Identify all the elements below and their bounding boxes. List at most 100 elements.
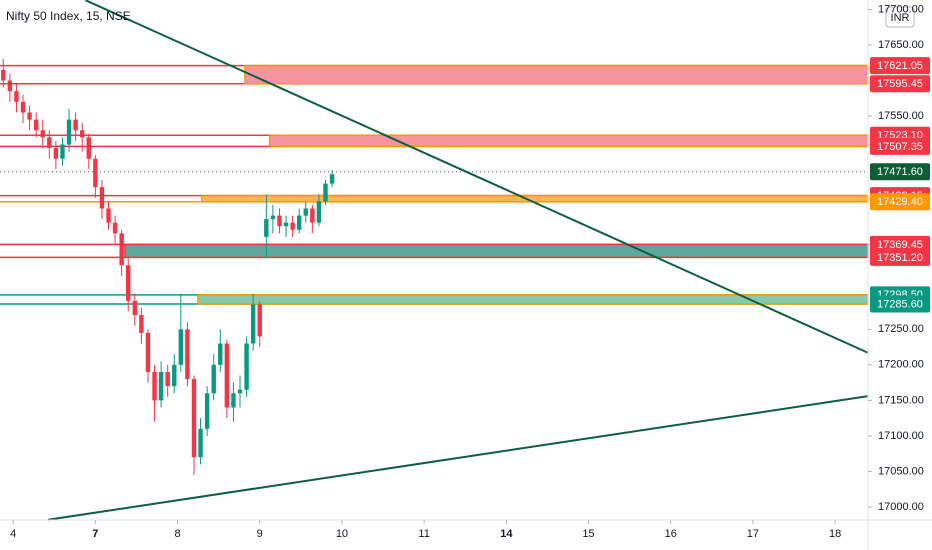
candle-body	[191, 379, 197, 458]
candle-body	[178, 329, 184, 365]
candle-body	[218, 343, 223, 365]
candle-body	[53, 148, 59, 159]
candle-body	[172, 364, 177, 387]
trendline	[47, 395, 869, 521]
x-tick-label: 16	[665, 528, 677, 540]
candle-body	[60, 144, 65, 159]
candle-body	[86, 137, 91, 159]
zone	[268, 134, 869, 148]
price-tag-label: 17429.40	[877, 196, 923, 208]
x-tick-label: 18	[829, 528, 841, 540]
price-tag	[870, 295, 930, 313]
candle-body	[224, 343, 230, 408]
x-tick-label: 10	[336, 528, 348, 540]
price-tag	[870, 137, 930, 155]
price-tag-label: 17507.35	[877, 141, 923, 153]
candle-body	[152, 371, 157, 401]
price-tag	[870, 235, 930, 253]
chart-title: Nifty 50 Index, 15, NSE	[6, 9, 131, 23]
candle-body	[323, 183, 328, 202]
y-tick-label: 17550.00	[878, 110, 924, 122]
candle-body	[158, 371, 164, 401]
y-tick-label: 17700.00	[878, 3, 924, 15]
price-tag	[870, 248, 930, 266]
y-tick-label: 17100.00	[878, 430, 924, 442]
candle-body	[145, 332, 151, 372]
y-tick-label: 17200.00	[878, 359, 924, 371]
candle-body	[40, 130, 45, 138]
candle-body	[1, 69, 6, 81]
candle-body	[165, 371, 170, 387]
candle-body	[79, 130, 85, 138]
price-tag-label: 17351.20	[877, 252, 923, 264]
candle-body	[250, 304, 256, 344]
candle-body	[237, 389, 243, 394]
price-tag	[870, 193, 930, 211]
candle-body	[14, 91, 19, 102]
candle-body	[204, 393, 210, 429]
x-tick-label: 9	[257, 528, 263, 540]
candle-body	[132, 300, 138, 316]
x-tick-label: 17	[747, 528, 759, 540]
price-tag	[870, 163, 930, 181]
price-tag	[870, 75, 930, 93]
candle-body	[99, 187, 105, 209]
candle-body	[244, 343, 249, 390]
y-tick-label: 17050.00	[878, 465, 924, 477]
candle-body	[126, 265, 131, 301]
zone	[201, 194, 869, 203]
x-tick-label: 11	[418, 528, 429, 540]
zone	[124, 243, 869, 259]
candle-body	[290, 222, 295, 230]
candle-body	[93, 158, 98, 188]
candle-body	[257, 304, 262, 337]
candle-body	[7, 80, 13, 92]
candle-body	[185, 329, 190, 380]
candle-body	[33, 119, 39, 131]
y-tick-label: 17150.00	[878, 394, 924, 406]
candle-body	[73, 119, 78, 131]
trendline	[85, 0, 869, 354]
candle-body	[211, 364, 216, 394]
x-tick-label: 15	[582, 528, 594, 540]
candle-body	[296, 215, 302, 230]
candle-body	[139, 315, 144, 333]
x-tick-label: 7	[92, 528, 98, 540]
price-tag-label: 17285.60	[877, 298, 923, 310]
candle-body	[47, 137, 52, 149]
candle-body	[119, 233, 124, 266]
candle-body	[66, 119, 72, 145]
y-tick-label: 17650.00	[878, 39, 924, 51]
x-tick-label: 4	[10, 528, 16, 540]
candle-body	[277, 215, 282, 227]
candle-body	[198, 428, 203, 458]
candle-body	[106, 208, 111, 223]
candle-body	[310, 208, 315, 223]
zone	[244, 64, 869, 85]
candle-body	[270, 215, 276, 220]
candle-body	[27, 112, 32, 120]
y-tick-label: 17250.00	[878, 323, 924, 335]
x-tick-label: 8	[174, 528, 180, 540]
candle-body	[231, 393, 236, 408]
price-tag-label: 17369.45	[877, 239, 923, 251]
currency-box[interactable]	[885, 6, 915, 28]
price-tag	[870, 57, 930, 75]
candle-body	[303, 208, 308, 216]
x-tick-label: 14	[500, 528, 513, 540]
zone	[197, 294, 869, 305]
candle-body	[112, 222, 118, 234]
plot-area	[0, 0, 869, 521]
candle-body	[20, 101, 26, 113]
y-tick-label: 17000.00	[878, 501, 924, 513]
price-tag-label: 17621.05	[877, 60, 923, 72]
candle-body	[329, 174, 335, 184]
candle-body	[283, 222, 289, 227]
price-tag-label: 17471.60	[877, 166, 923, 178]
currency-label[interactable]: INR	[891, 12, 910, 24]
price-tag-label: 17595.45	[877, 78, 923, 90]
candle-body	[264, 219, 269, 237]
candle-body	[316, 201, 322, 223]
